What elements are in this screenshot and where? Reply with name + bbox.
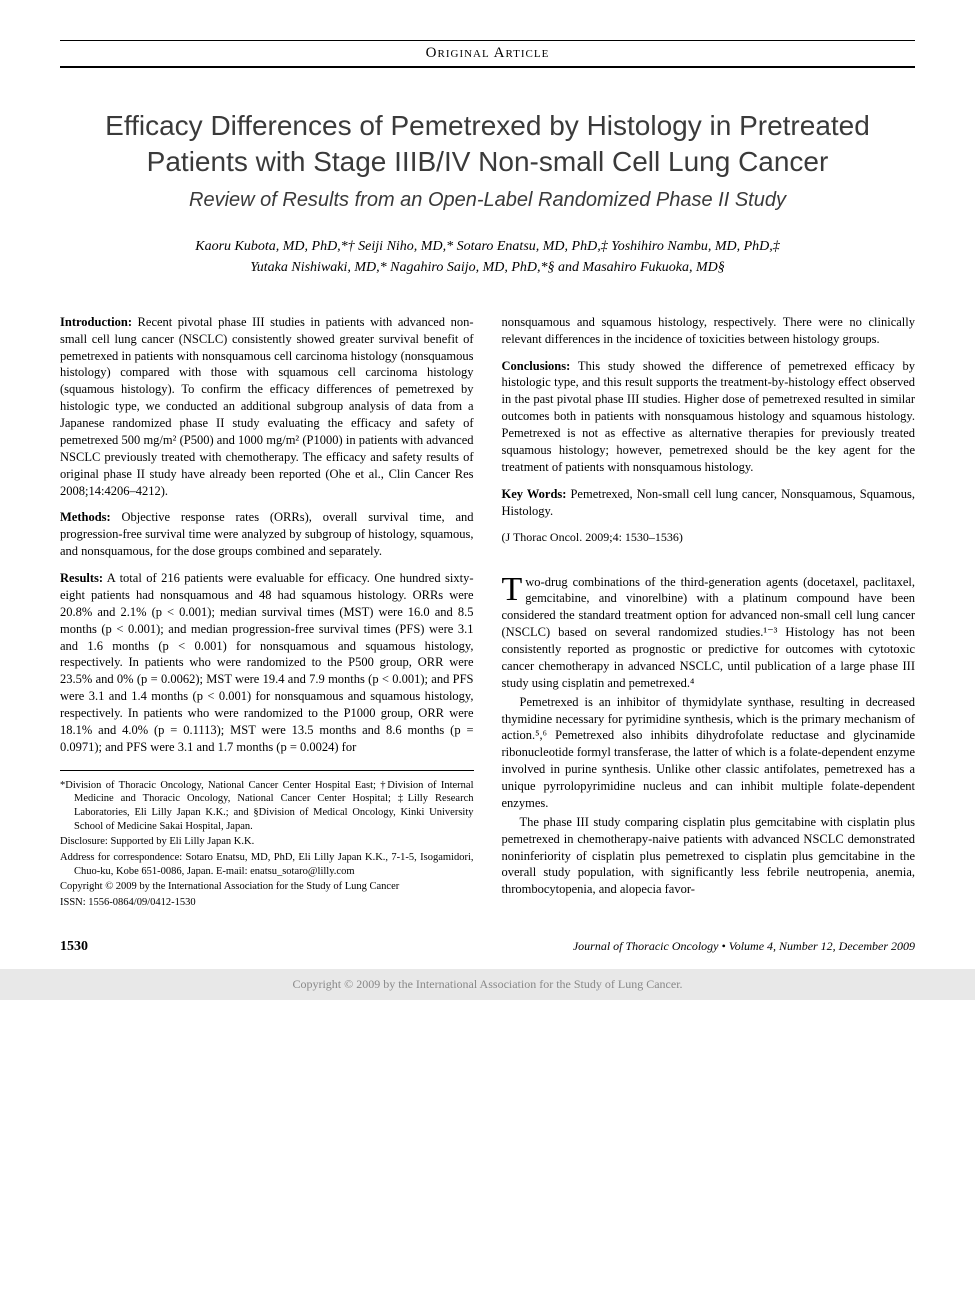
authors-line-1: Kaoru Kubota, MD, PhD,*† Seiji Niho, MD,… xyxy=(60,236,915,257)
authors-block: Kaoru Kubota, MD, PhD,*† Seiji Niho, MD,… xyxy=(60,236,915,278)
journal-info: Journal of Thoracic Oncology • Volume 4,… xyxy=(573,939,915,955)
introduction-label: Introduction: xyxy=(60,315,132,329)
results-label: Results: xyxy=(60,571,103,585)
abstract-results: Results: A total of 216 patients were ev… xyxy=(60,570,474,756)
abstract-conclusions: Conclusions: This study showed the diffe… xyxy=(502,358,916,476)
section-spacer xyxy=(502,546,916,574)
methods-text: Objective response rates (ORRs), overall… xyxy=(60,510,474,558)
two-column-content: Introduction: Recent pivotal phase III s… xyxy=(60,314,915,910)
article-title: Efficacy Differences of Pemetrexed by Hi… xyxy=(60,108,915,181)
affiliation-copyright: Copyright © 2009 by the International As… xyxy=(60,880,474,894)
body-paragraph-2: Pemetrexed is an inhibitor of thymidylat… xyxy=(502,694,916,812)
conclusions-label: Conclusions: xyxy=(502,359,571,373)
results-cont-text: nonsquamous and squamous histology, resp… xyxy=(502,315,916,346)
copyright-bar: Copyright © 2009 by the International As… xyxy=(0,969,975,1000)
column-divider xyxy=(60,770,474,771)
introduction-text: Recent pivotal phase III studies in pati… xyxy=(60,315,474,498)
page-number: 1530 xyxy=(60,939,88,955)
affiliations-block: *Division of Thoracic Oncology, National… xyxy=(60,779,474,910)
authors-line-2: Yutaka Nishiwaki, MD,* Nagahiro Saijo, M… xyxy=(60,257,915,278)
abstract-methods: Methods: Objective response rates (ORRs)… xyxy=(60,509,474,560)
abstract-introduction: Introduction: Recent pivotal phase III s… xyxy=(60,314,474,500)
affiliation-institutions: *Division of Thoracic Oncology, National… xyxy=(60,779,474,834)
page-footer: 1530 Journal of Thoracic Oncology • Volu… xyxy=(60,933,915,955)
section-header: Original Article xyxy=(60,40,915,68)
body-text-block: Two-drug combinations of the third-gener… xyxy=(502,574,916,899)
results-text: A total of 216 patients were evaluable f… xyxy=(60,571,474,754)
citation-line: (J Thorac Oncol. 2009;4: 1530–1536) xyxy=(502,529,916,545)
methods-label: Methods: xyxy=(60,510,111,524)
keywords-label: Key Words: xyxy=(502,487,567,501)
affiliation-correspondence: Address for correspondence: Sotaro Enats… xyxy=(60,851,474,878)
body-paragraph-3: The phase III study comparing cisplatin … xyxy=(502,814,916,898)
affiliation-issn: ISSN: 1556-0864/09/0412-1530 xyxy=(60,896,474,910)
body-paragraph-1: Two-drug combinations of the third-gener… xyxy=(502,574,916,692)
abstract-results-cont: nonsquamous and squamous histology, resp… xyxy=(502,314,916,348)
article-subtitle: Review of Results from an Open-Label Ran… xyxy=(60,189,915,212)
affiliation-disclosure: Disclosure: Supported by Eli Lilly Japan… xyxy=(60,835,474,849)
section-label: Original Article xyxy=(426,45,550,61)
keywords-block: Key Words: Pemetrexed, Non-small cell lu… xyxy=(502,486,916,520)
conclusions-text: This study showed the difference of peme… xyxy=(502,359,916,474)
